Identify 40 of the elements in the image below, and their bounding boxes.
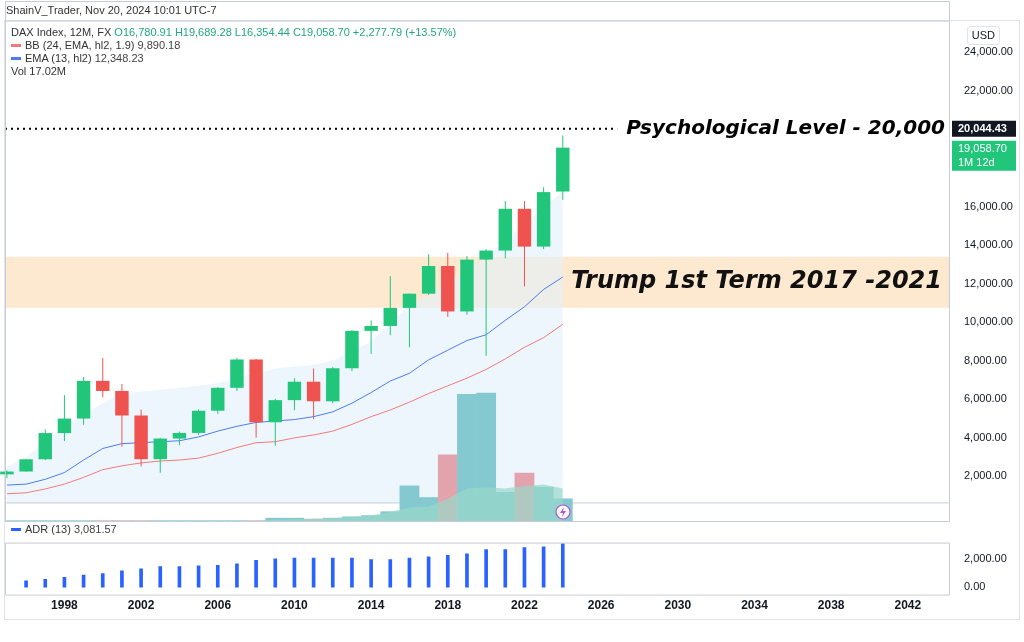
legend-label: BB (24, EMA, hl2, 1.9) [25, 38, 136, 51]
text: USD [966, 26, 1000, 45]
y-tick-label: 22,000.00 [964, 83, 1013, 96]
x-tick-label: 2022 [511, 598, 539, 613]
legend-label: EMA (13, hl2) [25, 51, 93, 64]
x-tick-label: 2010 [281, 598, 309, 613]
x-tick-label: 2042 [894, 598, 922, 613]
x-tick-label: 1998 [51, 598, 79, 613]
legend-label: ADR (13) [25, 522, 72, 535]
y-tick-label: 10,000.00 [964, 315, 1013, 328]
x-tick-label: 2014 [357, 598, 385, 613]
y-tick-label: 12,000.00 [964, 276, 1013, 289]
chart-subtitle: ShainV_Trader, Nov 20, 2024 10:01 UTC-7 [6, 4, 217, 17]
y-tick-label: 4,000.00 [964, 430, 1007, 443]
y-tick-label: 2,000.00 [964, 551, 1007, 564]
text: 20,044.43 [958, 121, 1007, 134]
text: 3,081.57 [73, 522, 117, 535]
ref-line-label: Psychological Level - 20,000 [626, 114, 946, 139]
y-tick-label: 0.00 [964, 580, 986, 593]
x-tick-label: 2038 [817, 598, 845, 613]
y-tick-label: 8,000.00 [964, 353, 1007, 366]
band-label: Trump 1st Term 2017 -2021 [571, 266, 942, 295]
y-tick-label: 14,000.00 [964, 238, 1013, 251]
annotation: Vol 17.02M [11, 64, 68, 78]
annotation: 9,890.18 [137, 38, 181, 51]
x-tick-label: 2034 [741, 598, 769, 613]
x-tick-label: 2030 [664, 598, 692, 613]
y-tick-label: 24,000.00 [964, 45, 1013, 58]
y-tick-label: 6,000.00 [964, 392, 1007, 405]
x-tick-label: 2018 [434, 598, 462, 613]
chart-title: DAX Index, 12M, FX [11, 25, 113, 38]
y-tick-label: 2,000.00 [964, 469, 1007, 482]
y-tick-label: 16,000.00 [964, 199, 1013, 212]
text: 1M 12d [958, 155, 995, 168]
x-tick-label: 2026 [587, 598, 615, 613]
text: 19,058.70 [958, 141, 1007, 154]
x-tick-label: 2002 [127, 598, 155, 613]
annotation: O16,780.91 H19,689.28 L16,354.44 C19,058.70 +2,277.79 (+13.57%) [114, 25, 457, 38]
x-tick-label: 2006 [204, 598, 232, 613]
annotation: 12,348.23 [94, 51, 144, 64]
